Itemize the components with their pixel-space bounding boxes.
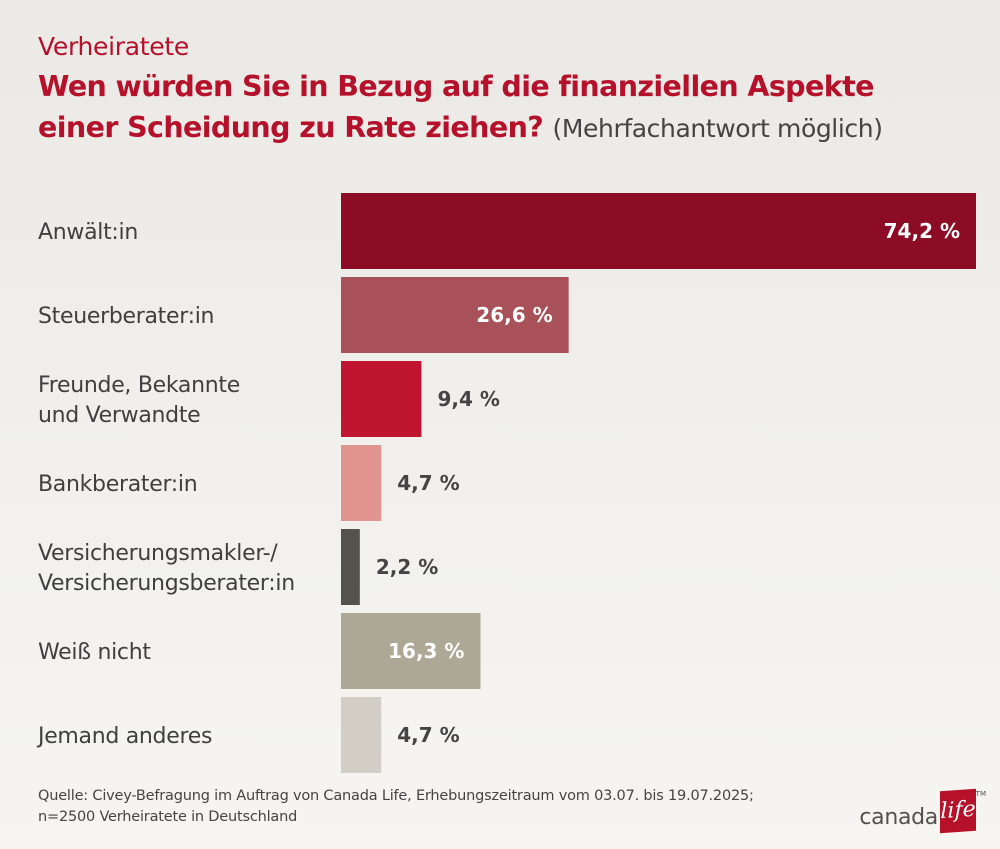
category-label-bankberater-in: Bankberater:in (38, 472, 197, 497)
category-label-versicherungsmakler: Versicherungsmakler-/Versicherungsberate… (38, 541, 295, 596)
bar-versicherungsmakler (341, 529, 360, 605)
title-line-1: Wen würden Sie in Bezug auf die finanzie… (38, 70, 874, 103)
category-label-anw-lt-in: Anwält:in (38, 220, 138, 245)
logo-word: canada (859, 805, 938, 830)
category-label-wei-nicht: Weiß nicht (38, 640, 151, 665)
value-label-anw-lt-in: 74,2 % (884, 219, 960, 243)
value-label-freunde-bekannte: 9,4 % (437, 387, 499, 411)
value-label-bankberater-in: 4,7 % (397, 471, 459, 495)
category-label-jemand-anderes: Jemand anderes (36, 724, 212, 749)
value-label-steuerberater-in: 26,6 % (476, 303, 552, 327)
chart-title: Wen würden Sie in Bezug auf die finanzie… (38, 66, 988, 149)
bar-freunde-bekannte (341, 361, 422, 437)
source-line-2: n=2500 Verheiratete in Deutschland (38, 809, 298, 825)
bar-anw-lt-in (341, 193, 976, 269)
chart-kicker: Verheiratete (38, 32, 189, 61)
bar-jemand-anderes (341, 697, 382, 773)
value-label-versicherungsmakler: 2,2 % (376, 555, 438, 579)
category-label-steuerberater-in: Steuerberater:in (38, 304, 214, 329)
bar-wei-nicht (341, 613, 481, 689)
logo-trademark: TM (975, 790, 986, 798)
title-line-2: einer Scheidung zu Rate ziehen? (38, 111, 544, 144)
source-note: Quelle: Civey-Befragung im Auftrag von C… (38, 786, 828, 828)
bar-bankberater-in (341, 445, 382, 521)
source-line-1: Quelle: Civey-Befragung im Auftrag von C… (38, 788, 754, 804)
category-label-freunde-bekannte: Freunde, Bekannte und Verwandte (38, 373, 240, 428)
value-label-jemand-anderes: 4,7 % (397, 723, 459, 747)
value-label-wei-nicht: 16,3 % (388, 639, 464, 663)
chart-header: Verheiratete Wen würden Sie in Bezug auf… (38, 30, 988, 149)
bar-steuerberater-in (341, 277, 569, 353)
canada-life-logo: life (940, 788, 976, 834)
title-note: (Mehrfachantwort möglich) (552, 114, 883, 143)
